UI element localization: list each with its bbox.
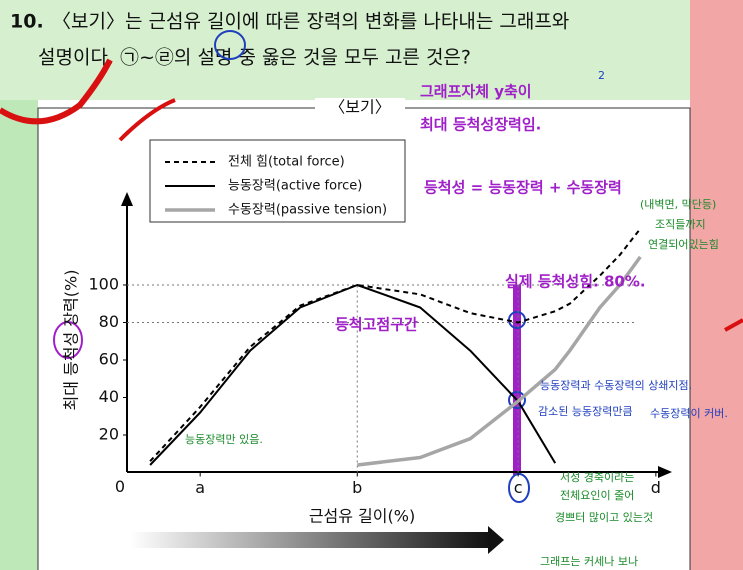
plot: 0 20 40 60 80 100 a b c d 전체 힘(total force) 능동장력(ac…	[88, 155, 660, 498]
annotation: (내벽면, 막단등)	[640, 198, 716, 211]
y-axis-label: 최대 등척성 장력(%)	[62, 270, 81, 411]
circle-mark	[53, 321, 83, 359]
x-tick-label: a	[195, 478, 205, 497]
y-tick-label: 80	[99, 312, 119, 331]
x-tick-label: d	[651, 478, 661, 497]
annotation: 전체요인이 줄어	[560, 489, 634, 502]
scribble	[118, 98, 176, 142]
series-line	[149, 284, 557, 466]
top-band	[0, 0, 743, 100]
legend-label: 능동장력(active force)	[228, 179, 362, 194]
scribble	[724, 318, 743, 332]
box-title-bg	[315, 98, 405, 118]
question-line: 설명이다. ㉠~㉣의 설명 중 옳은 것을 모두 고른 것은?	[38, 47, 471, 69]
y-tick-label: 60	[99, 349, 119, 368]
annotation: 조직들까지	[655, 218, 706, 231]
legend-label: 전체 힘(total force)	[228, 155, 345, 170]
x-tick-label: b	[352, 478, 362, 497]
circle-mark	[508, 391, 526, 409]
annotation: 그래프자체 y축이	[420, 83, 532, 101]
circle-mark	[214, 30, 246, 60]
right-band	[690, 0, 743, 570]
annotation: 서성 경축이라는	[560, 471, 634, 484]
annotation: 최대 등척성장력임.	[420, 116, 541, 134]
annotation: 그래프는 커세나 보나	[540, 555, 638, 568]
question-line: 〈보기〉는 근섬유 길이에 따른 장력의 변화를 나타내는 그래프와	[52, 11, 569, 33]
y-tick-label: 20	[99, 424, 119, 443]
annotation: 실제 등척성힘. 80%.	[505, 273, 646, 291]
annotation: 2	[598, 69, 605, 82]
annotation: 등척고점구간	[335, 316, 418, 334]
y-tick-label: 100	[88, 274, 119, 293]
annotation: 수동장력이 커버.	[650, 407, 728, 420]
length-arrow	[130, 532, 490, 548]
series-line	[357, 255, 642, 467]
highlight-bar	[513, 285, 521, 475]
scribble	[0, 58, 113, 125]
length-arrow-head	[488, 526, 504, 554]
box-title: 〈보기〉	[329, 98, 390, 117]
question-number: 10.	[10, 11, 44, 33]
annotation: 등척성 = 능동장력 + 수동장력	[424, 179, 622, 197]
y-tick-label: 40	[99, 387, 119, 406]
x-tick-label: c	[514, 478, 523, 497]
legend-label: 수동장력(passive tension)	[228, 203, 387, 218]
y-tick-label: 0	[115, 477, 125, 496]
annotation: 감소된 능동장력만큼	[538, 405, 633, 418]
annotation: 경쁘터 많이고 있는것	[555, 511, 653, 524]
annotation: 능동장력과 수동장력의 상쇄지점.	[540, 379, 692, 392]
annotation: 연결되어있는힘	[648, 238, 719, 251]
x-axis-label: 근섬유 길이(%)	[309, 507, 415, 526]
annotation: 능동장력만 있음.	[185, 433, 263, 446]
x-axis-arrow	[658, 466, 672, 478]
y-axis-arrow	[121, 192, 133, 206]
circle-mark	[508, 473, 530, 503]
